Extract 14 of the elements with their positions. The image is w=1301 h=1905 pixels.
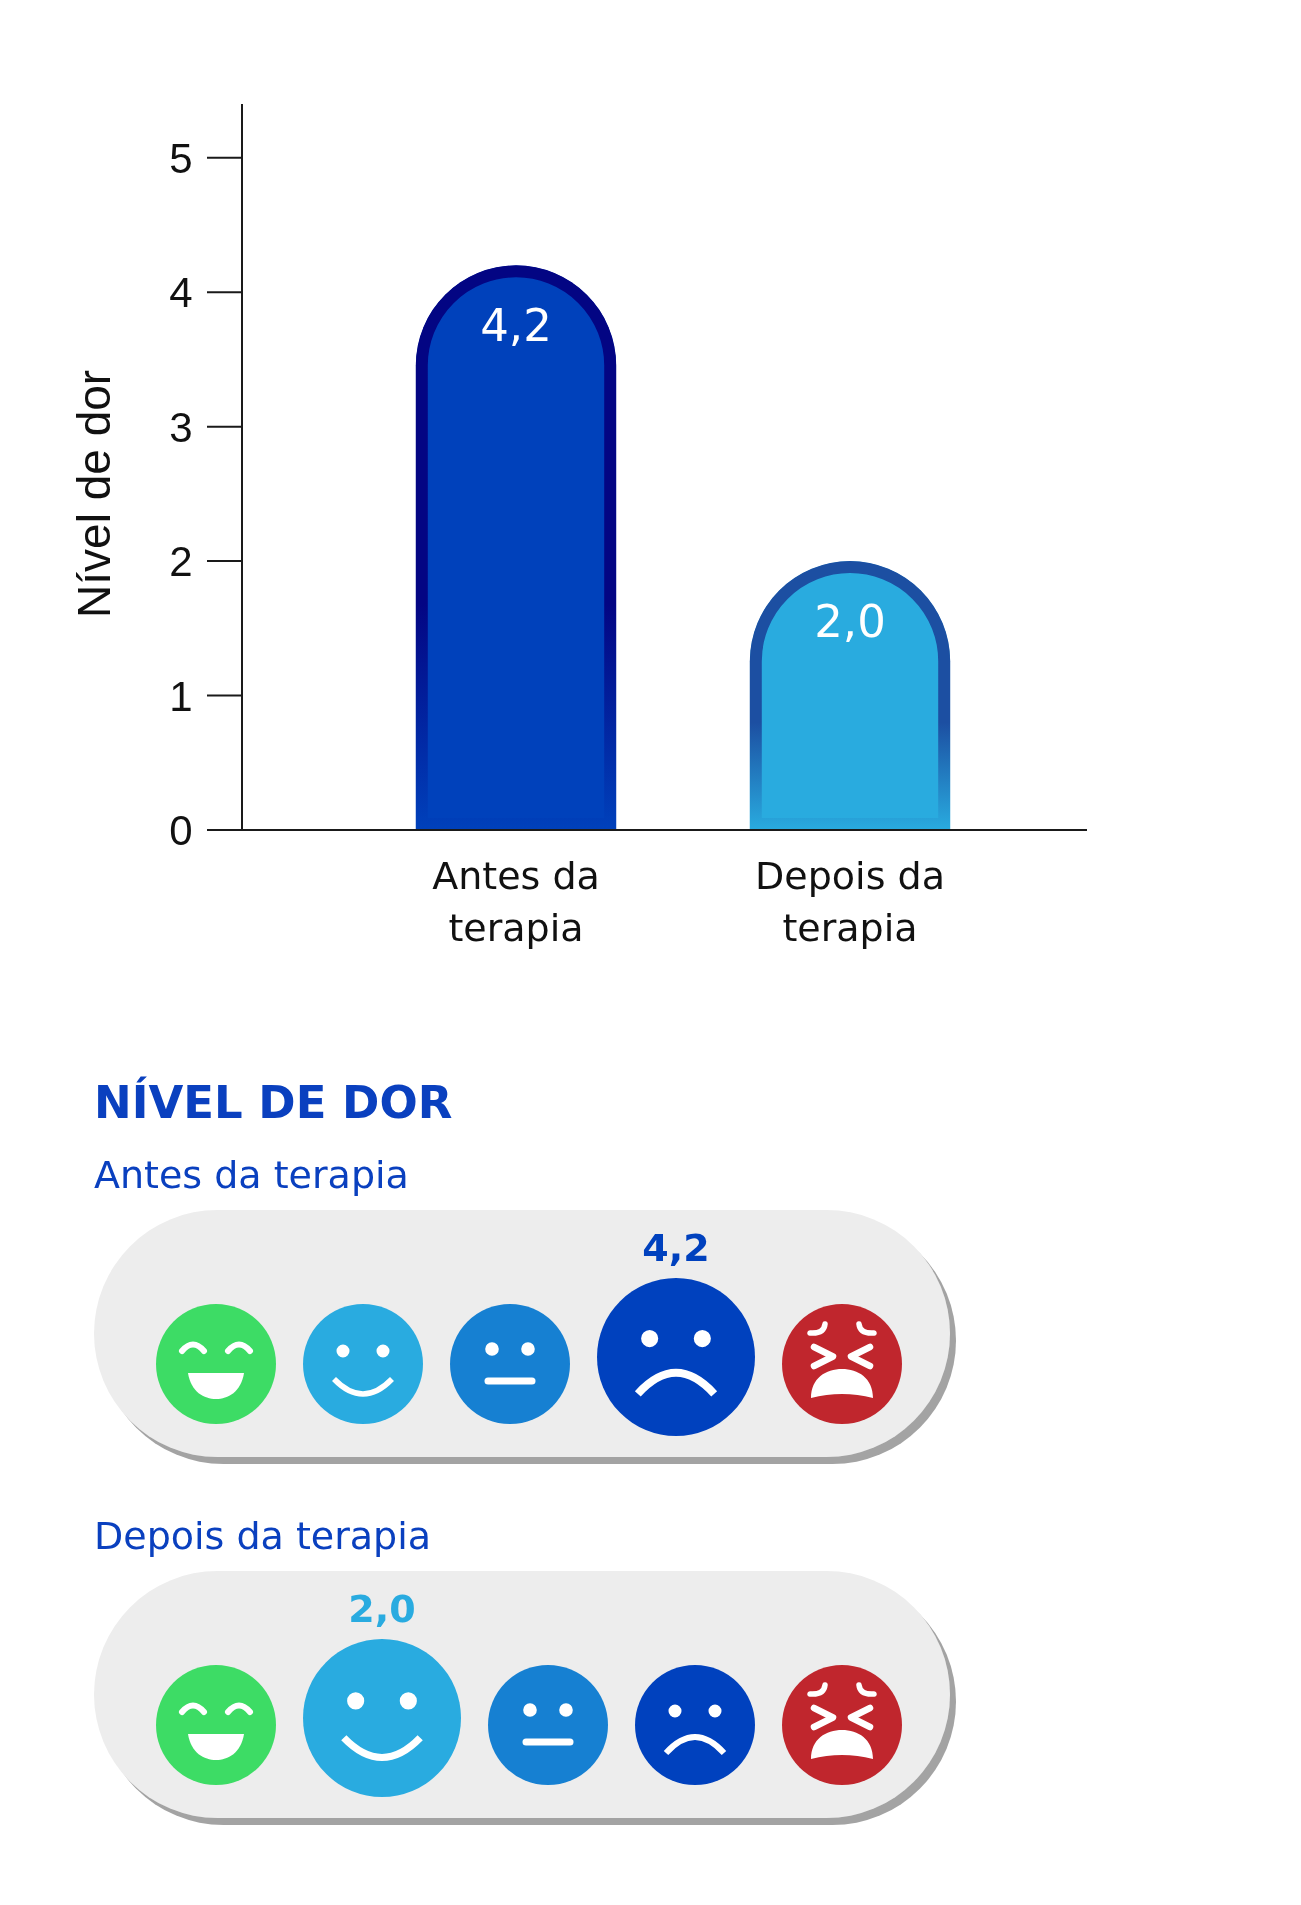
data-label: 4,2 xyxy=(480,299,552,353)
text: NÍVEL DE DOR xyxy=(94,1076,453,1129)
data-label: 2,0 xyxy=(814,595,886,649)
y-tick-label: 2 xyxy=(169,538,193,586)
y-tick-label: 1 xyxy=(169,672,193,720)
category-label: Depois da terapia xyxy=(94,1514,432,1558)
y-axis-title: Nível de dor xyxy=(68,369,120,618)
y-tick-label: 4 xyxy=(169,269,193,317)
category-label: Antes da terapia xyxy=(94,1153,409,1197)
y-tick-label: 3 xyxy=(169,403,193,451)
y-tick-label: 5 xyxy=(169,134,193,182)
data-label: 2,0 xyxy=(348,1587,416,1631)
y-tick-label: 0 xyxy=(169,807,193,855)
data-label: 4,2 xyxy=(642,1226,710,1270)
